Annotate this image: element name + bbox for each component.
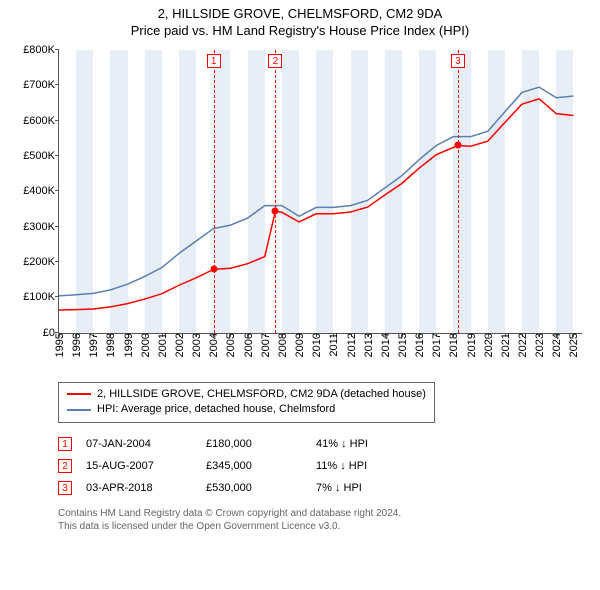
xtick-label: 2006	[241, 333, 255, 357]
ytick-mark	[55, 49, 59, 50]
sale-delta: 41% ↓ HPI	[316, 438, 426, 450]
legend-row: 2, HILLSIDE GROVE, CHELMSFORD, CM2 9DA (…	[67, 387, 426, 402]
xtick-label: 2023	[532, 333, 546, 357]
sale-dot	[454, 142, 461, 149]
sales-row: 2 15-AUG-2007£345,00011% ↓ HPI	[58, 455, 590, 477]
ytick-label: £500K	[23, 150, 55, 162]
sale-marker-box: 2	[268, 54, 282, 68]
xtick-label: 2001	[155, 333, 169, 357]
sale-dot	[272, 207, 279, 214]
sale-index-box: 2	[58, 459, 72, 473]
xtick-label: 1997	[86, 333, 100, 357]
xtick-label: 2018	[446, 333, 460, 357]
xtick-label: 2017	[429, 333, 443, 357]
sales-row: 1 07-JAN-2004£180,00041% ↓ HPI	[58, 433, 590, 455]
xtick-label: 2021	[498, 333, 512, 357]
legend-row: HPI: Average price, detached house, Chel…	[67, 402, 426, 417]
sale-price: £530,000	[206, 482, 316, 494]
ytick-mark	[55, 155, 59, 156]
xtick-label: 1995	[52, 333, 66, 357]
ytick-label: £100K	[23, 291, 55, 303]
xtick-label: 2013	[361, 333, 375, 357]
sale-date: 03-APR-2018	[86, 482, 206, 494]
sale-date: 07-JAN-2004	[86, 438, 206, 450]
legend-swatch	[67, 409, 91, 411]
ytick-mark	[55, 226, 59, 227]
ytick-label: £300K	[23, 221, 55, 233]
xtick-label: 2011	[326, 333, 340, 357]
legend-label: 2, HILLSIDE GROVE, CHELMSFORD, CM2 9DA (…	[97, 387, 426, 402]
xtick-label: 2003	[189, 333, 203, 357]
xtick-label: 2010	[309, 333, 323, 357]
ytick-mark	[55, 296, 59, 297]
ytick-label: £400K	[23, 185, 55, 197]
chart-area: £0£100K£200K£300K£400K£500K£600K£700K£80…	[10, 46, 590, 376]
legend-label: HPI: Average price, detached house, Chel…	[97, 402, 335, 417]
ytick-label: £600K	[23, 115, 55, 127]
ytick-mark	[55, 190, 59, 191]
xtick-label: 1999	[121, 333, 135, 357]
xtick-label: 2016	[412, 333, 426, 357]
xtick-label: 2000	[138, 333, 152, 357]
xtick-label: 2009	[292, 333, 306, 357]
ytick-label: £800K	[23, 44, 55, 56]
ytick-mark	[55, 120, 59, 121]
xtick-label: 1998	[103, 333, 117, 357]
xtick-label: 2014	[378, 333, 392, 357]
attribution-line-1: Contains HM Land Registry data © Crown c…	[58, 507, 590, 520]
attribution-line-2: This data is licensed under the Open Gov…	[58, 520, 590, 533]
legend: 2, HILLSIDE GROVE, CHELMSFORD, CM2 9DA (…	[58, 382, 435, 423]
xtick-label: 2012	[344, 333, 358, 357]
xtick-label: 2007	[258, 333, 272, 357]
xtick-label: 2008	[275, 333, 289, 357]
plot-area: £0£100K£200K£300K£400K£500K£600K£700K£80…	[58, 50, 582, 334]
series-hpi	[59, 87, 573, 296]
ytick-label: £700K	[23, 79, 55, 91]
chart-svg	[59, 50, 582, 333]
ytick-label: £200K	[23, 256, 55, 268]
sale-marker-line	[214, 50, 215, 333]
chart-container: 2, HILLSIDE GROVE, CHELMSFORD, CM2 9DA P…	[0, 0, 600, 537]
xtick-label: 2005	[223, 333, 237, 357]
sales-table: 1 07-JAN-2004£180,00041% ↓ HPI 2 15-AUG-200…	[58, 433, 590, 499]
ytick-mark	[55, 84, 59, 85]
sale-date: 15-AUG-2007	[86, 460, 206, 472]
legend-swatch	[67, 393, 91, 395]
sale-marker-line	[458, 50, 459, 333]
xtick-label: 2015	[395, 333, 409, 357]
sale-price: £180,000	[206, 438, 316, 450]
sale-marker-box: 3	[451, 54, 465, 68]
xtick-label: 1996	[69, 333, 83, 357]
attribution: Contains HM Land Registry data © Crown c…	[58, 507, 590, 533]
sale-delta: 7% ↓ HPI	[316, 482, 426, 494]
sale-marker-box: 1	[207, 54, 221, 68]
series-property	[59, 99, 573, 310]
ytick-mark	[55, 261, 59, 262]
sale-price: £345,000	[206, 460, 316, 472]
xtick-label: 2019	[464, 333, 478, 357]
xtick-label: 2022	[515, 333, 529, 357]
sale-marker-line	[275, 50, 276, 333]
xtick-label: 2020	[481, 333, 495, 357]
xtick-label: 2004	[206, 333, 220, 357]
sale-delta: 11% ↓ HPI	[316, 460, 426, 472]
title-line-1: 2, HILLSIDE GROVE, CHELMSFORD, CM2 9DA	[10, 6, 590, 23]
xtick-label: 2024	[549, 333, 563, 357]
title-line-2: Price paid vs. HM Land Registry's House …	[10, 23, 590, 40]
sale-index-box: 3	[58, 481, 72, 495]
sales-row: 3 03-APR-2018£530,0007% ↓ HPI	[58, 477, 590, 499]
sale-index-box: 1	[58, 437, 72, 451]
xtick-label: 2002	[172, 333, 186, 357]
sale-dot	[210, 266, 217, 273]
xtick-label: 2025	[566, 333, 580, 357]
